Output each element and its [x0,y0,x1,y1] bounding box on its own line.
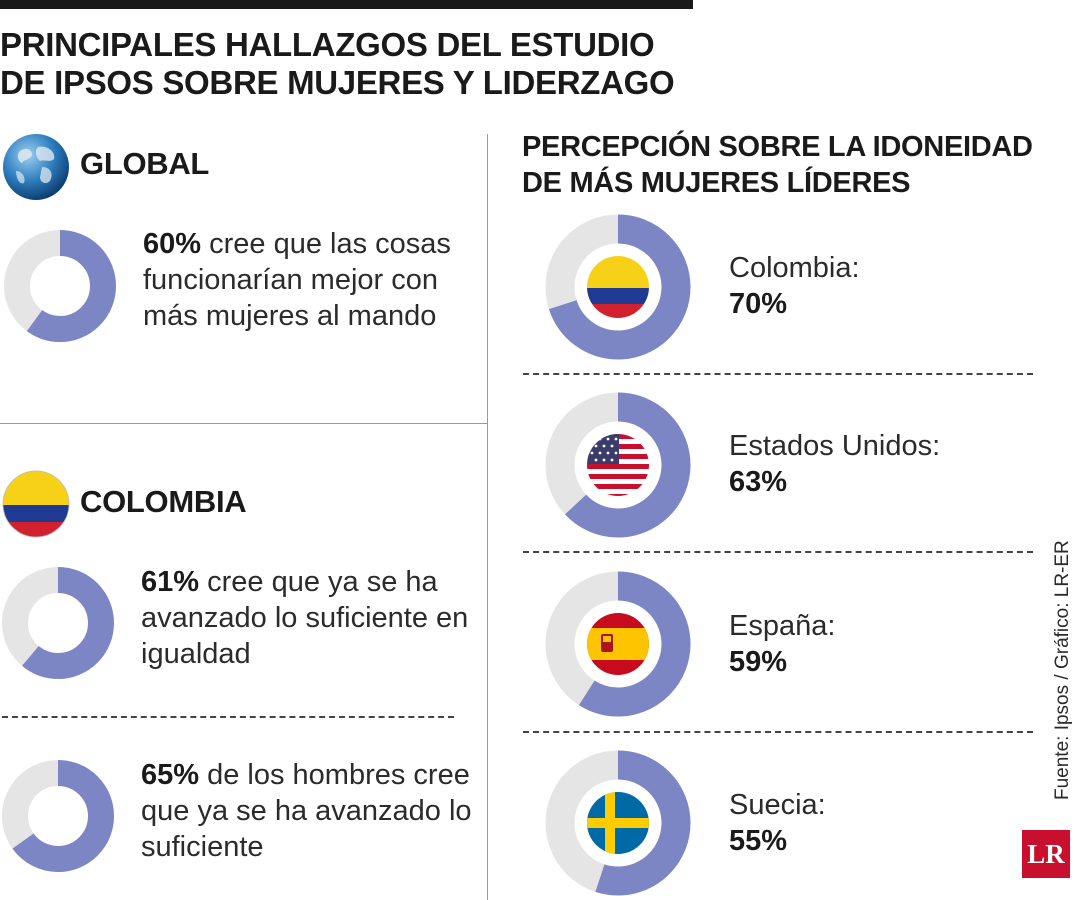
country-name: España: [729,610,836,642]
country-value: 55% [729,825,788,857]
global-stat-percent: 60% [143,228,202,260]
right-title-line-2: DE MÁS MUJERES LÍDERES [522,167,911,199]
country-donut-spain [545,571,691,717]
colombia-stat-2-text: 65% de los hombres cree que ya se ha ava… [141,757,481,865]
country-name: Estados Unidos: [729,430,941,462]
country-name: Suecia: [729,789,826,821]
global-stat-description: cree que las cosas funcionarían mejor co… [143,228,451,332]
country-value: 63% [729,466,788,498]
source-credit: Fuente: Ipsos / Gráfico: LR-ER [1052,540,1073,800]
country-label-colombia: Colombia: 70% [729,250,860,322]
top-bar [0,0,693,9]
colombia-donut-2 [1,759,115,873]
donut-value-arc [2,567,114,679]
colombia-flag-icon [2,470,70,538]
colombia-heading: COLOMBIA [80,484,247,519]
country-value: 70% [729,288,788,320]
section-divider [0,423,487,424]
dashed-divider [523,373,1033,375]
global-heading: GLOBAL [80,146,210,181]
colombia-stat-1-text: 61% cree que ya se ha avanzado lo sufici… [141,564,481,672]
colombia-donut-1 [1,566,115,680]
country-donut-colombia [545,214,691,360]
donut-value-arc [545,571,691,717]
usa-flag-icon [587,434,649,496]
donut-value-arc [545,214,691,360]
country-name: Colombia: [729,252,860,284]
donut-value-arc [545,392,691,538]
colombia-stat-1-percent: 61% [141,566,200,598]
sweden-flag-icon [587,792,649,854]
country-donut-sweden [545,750,691,896]
lr-logo: LR [1022,830,1070,878]
global-donut [3,229,117,343]
donut-value-arc [545,750,691,896]
country-label-sweden: Suecia: 55% [729,787,826,859]
global-stat-text: 60% cree que las cosas funcionarían mejo… [143,226,483,334]
country-value: 59% [729,646,788,678]
column-divider [487,134,488,900]
right-title-line-1: PERCEPCIÓN SOBRE LA IDONEIDAD [522,131,1033,163]
page-title-line-1: PRINCIPALES HALLAZGOS DEL ESTUDIO [0,26,655,63]
country-donut-usa [545,392,691,538]
colombia-flag-icon [587,256,649,318]
donut-value-arc [4,230,116,342]
colombia-stat-2-percent: 65% [141,759,200,791]
right-section-title: PERCEPCIÓN SOBRE LA IDONEIDAD DE MÁS MUJ… [522,129,1080,201]
page-title-line-2: DE IPSOS SOBRE MUJERES Y LIDERZAGO [0,64,675,101]
country-label-usa: Estados Unidos: 63% [729,428,940,500]
dashed-divider [2,716,454,718]
dashed-divider [523,551,1033,553]
donut-value-arc [2,760,114,872]
page-title: PRINCIPALES HALLAZGOS DEL ESTUDIO DE IPS… [0,26,720,102]
colombia-stat-2-description: de los hombres cree que ya se ha avanzad… [141,759,472,863]
globe-icon [2,133,70,201]
country-label-spain: España: 59% [729,608,835,680]
spain-flag-icon [587,613,649,675]
colombia-stat-1-description: cree que ya se ha avanzado lo suficiente… [141,566,469,670]
dashed-divider [523,731,1033,733]
